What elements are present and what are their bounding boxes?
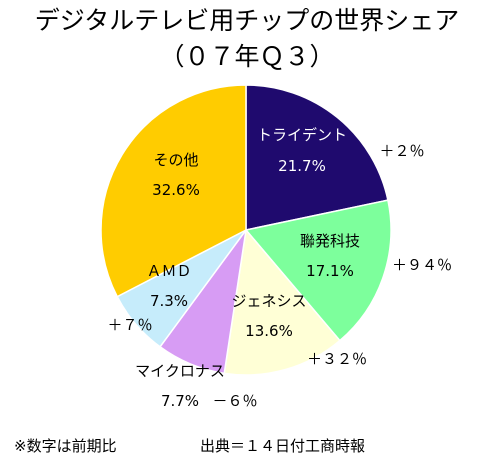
slice-value-label: 17.1% (306, 262, 354, 280)
pie-slice-0 (245, 84, 389, 231)
slice-value-label: 32.6% (152, 181, 200, 199)
slice-value-label: 21.7% (278, 157, 326, 175)
pie-slice-1 (244, 199, 392, 342)
chart-title: デジタルテレビ用チップの世界シェア (34, 6, 460, 35)
slice-name-label: その他 (153, 151, 198, 169)
pie-slice-5 (100, 84, 247, 298)
slice-name-label: マイクロナス (135, 362, 225, 380)
slice-name-label: ジェネシス (231, 292, 306, 310)
slice-change-label: －６％ (212, 392, 257, 410)
slice-value-label: 13.6% (245, 322, 293, 340)
footer-source: 出典＝１４日付工商時報 (200, 437, 366, 455)
slice-value-label: 7.7% (161, 392, 199, 410)
slice-name-label: 聯発科技 (300, 232, 360, 250)
slice-change-label: ＋３２％ (307, 350, 367, 368)
slice-name-label: ＡＭＤ (146, 262, 191, 280)
pie-slice-2 (223, 228, 341, 376)
footer-note: ※数字は前期比 (14, 437, 117, 455)
slice-change-label: ＋２％ (379, 142, 424, 160)
slice-name-label: トライデント (257, 126, 347, 144)
slice-change-label: ＋９４％ (392, 256, 452, 274)
chart-subtitle: （０７年Ｑ３） (159, 42, 335, 71)
slice-change-label: ＋７％ (107, 316, 152, 334)
slice-value-label: 7.3% (150, 292, 188, 310)
